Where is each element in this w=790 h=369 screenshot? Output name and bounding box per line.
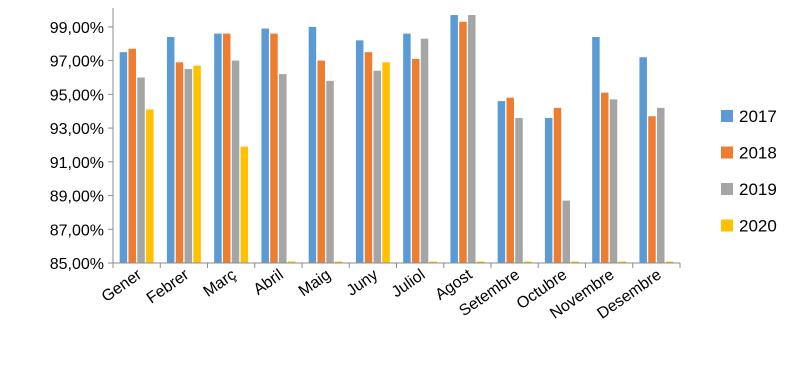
bar-2019-Gener <box>137 77 145 263</box>
bar-2018-Novembre <box>600 92 609 264</box>
y-tick-label: 95,00% <box>50 87 104 104</box>
legend-label-2018: 2018 <box>739 144 777 163</box>
y-tick-label: 99,00% <box>50 20 104 37</box>
legend-swatch-2018 <box>721 146 733 159</box>
legend-label-2020: 2020 <box>739 217 777 236</box>
bar-2018-Febrer <box>175 62 184 263</box>
bar-2017-Setembre <box>497 101 506 263</box>
bar-2019-Desembre <box>657 107 665 263</box>
x-tick-label: Maig <box>296 266 334 300</box>
bar-2018-Juny <box>364 52 373 263</box>
bar-2019-Novembre <box>609 99 618 263</box>
bar-2019-Agost <box>468 15 476 264</box>
bar-2020-Agost <box>476 261 485 263</box>
bar-2018-Agost <box>459 21 467 264</box>
x-tick-label: Febrer <box>144 266 193 307</box>
bar-2019-Setembre <box>515 117 523 263</box>
x-tick-label: Juny <box>344 266 381 299</box>
bar-2017-Octubre <box>544 117 553 263</box>
x-tick-label: Març <box>201 266 240 300</box>
bar-2019-Octubre <box>562 200 571 263</box>
bar-2017-Febrer <box>166 36 175 263</box>
y-tick-label: 89,00% <box>50 189 104 206</box>
legend-label-2017: 2017 <box>739 107 777 126</box>
bar-2019-Juny <box>373 70 382 263</box>
bar-2020-Setembre <box>524 261 532 263</box>
bar-2019-Juliol <box>420 38 429 263</box>
bar-2020-Maig <box>335 261 343 263</box>
bar-2020-Desembre <box>665 261 674 263</box>
bar-2020-Abril <box>287 261 296 263</box>
bar-2019-Maig <box>326 80 334 263</box>
bar-2017-Desembre <box>639 57 647 264</box>
bar-2017-Juliol <box>403 33 411 263</box>
x-tick-label: Gener <box>99 266 146 306</box>
bar-2020-Març <box>240 146 249 263</box>
bar-2018-Maig <box>317 60 325 263</box>
bar-2018-Març <box>222 33 231 263</box>
x-tick-label: Juliol <box>389 266 429 301</box>
bars-layer <box>119 15 674 264</box>
bar-2020-Octubre <box>571 261 579 263</box>
bar-2017-Novembre <box>592 36 600 263</box>
x-tick-label: Abril <box>251 266 287 298</box>
legend-swatch-2019 <box>721 183 733 195</box>
bar-2019-Març <box>231 60 240 263</box>
bar-2020-Febrer <box>193 65 201 263</box>
bar-2018-Abril <box>270 33 278 263</box>
bar-2017-Gener <box>119 52 128 263</box>
bar-2017-Maig <box>308 26 317 264</box>
legend-label-2019: 2019 <box>739 180 777 199</box>
bar-2020-Juliol <box>429 261 438 263</box>
legend: 2017 2018 2019 2020 <box>721 107 777 236</box>
y-tick-label: 87,00% <box>50 222 104 239</box>
bar-2020-Juny <box>382 62 390 263</box>
y-tick-label: 85,00% <box>50 256 104 273</box>
bar-2018-Setembre <box>506 97 514 264</box>
bar-2017-Març <box>214 33 222 263</box>
bar-2017-Juny <box>355 40 364 263</box>
bar-2017-Abril <box>261 28 269 263</box>
bar-2019-Febrer <box>184 69 193 263</box>
bar-2018-Desembre <box>648 116 656 263</box>
bar-2018-Juliol <box>411 58 420 263</box>
bar-2018-Gener <box>128 48 136 263</box>
legend-swatch-2020 <box>721 219 733 232</box>
bar-2020-Gener <box>146 109 154 263</box>
y-tick-label: 91,00% <box>50 155 104 172</box>
y-tick-label: 93,00% <box>50 121 104 138</box>
legend-swatch-2017 <box>721 110 733 122</box>
y-tick-label: 97,00% <box>50 54 104 71</box>
axes-layer <box>108 8 681 268</box>
bar-2020-Novembre <box>618 261 627 263</box>
bar-2019-Abril <box>279 74 287 263</box>
bar-2018-Octubre <box>553 107 562 263</box>
bar-2017-Agost <box>450 15 458 264</box>
